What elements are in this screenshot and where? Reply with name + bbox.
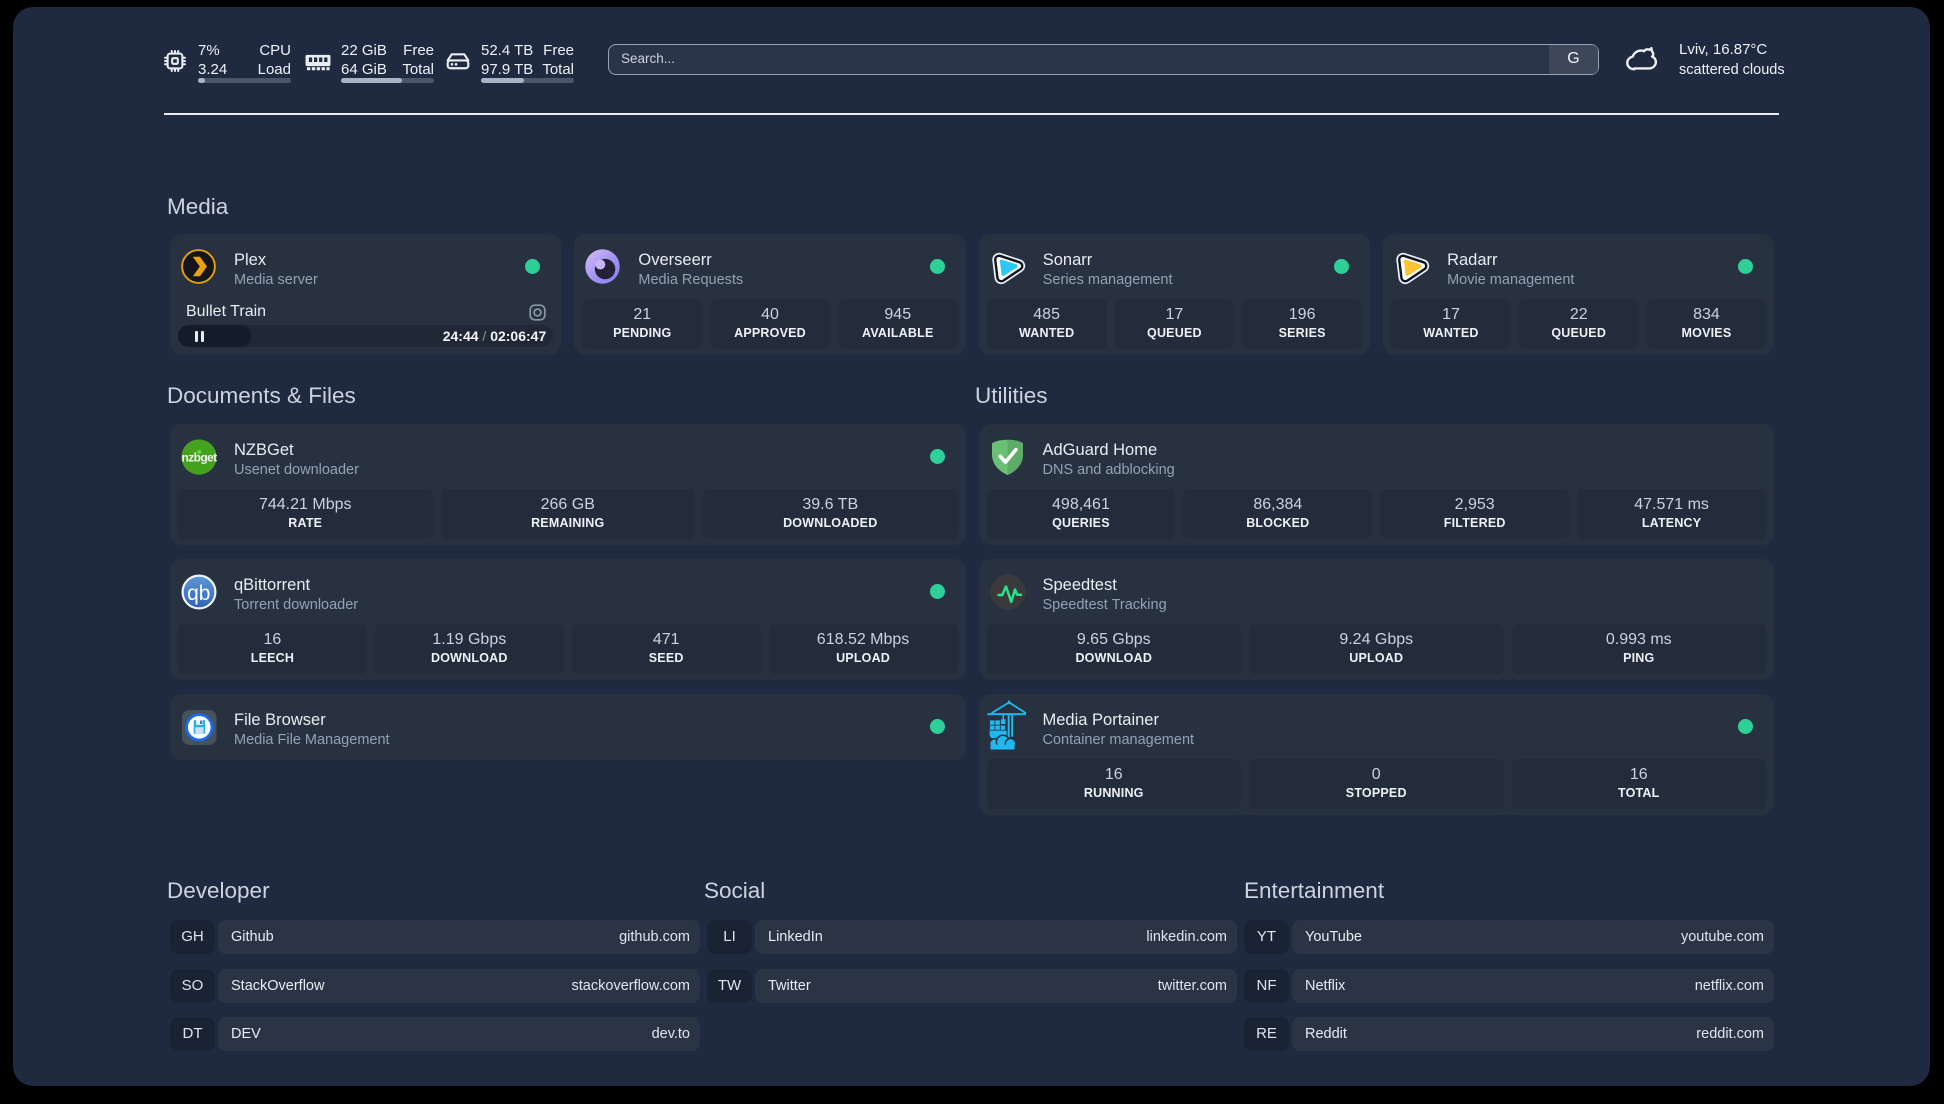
svg-text:qb: qb [187, 582, 210, 605]
svg-text:nzbget: nzbget [181, 451, 217, 465]
